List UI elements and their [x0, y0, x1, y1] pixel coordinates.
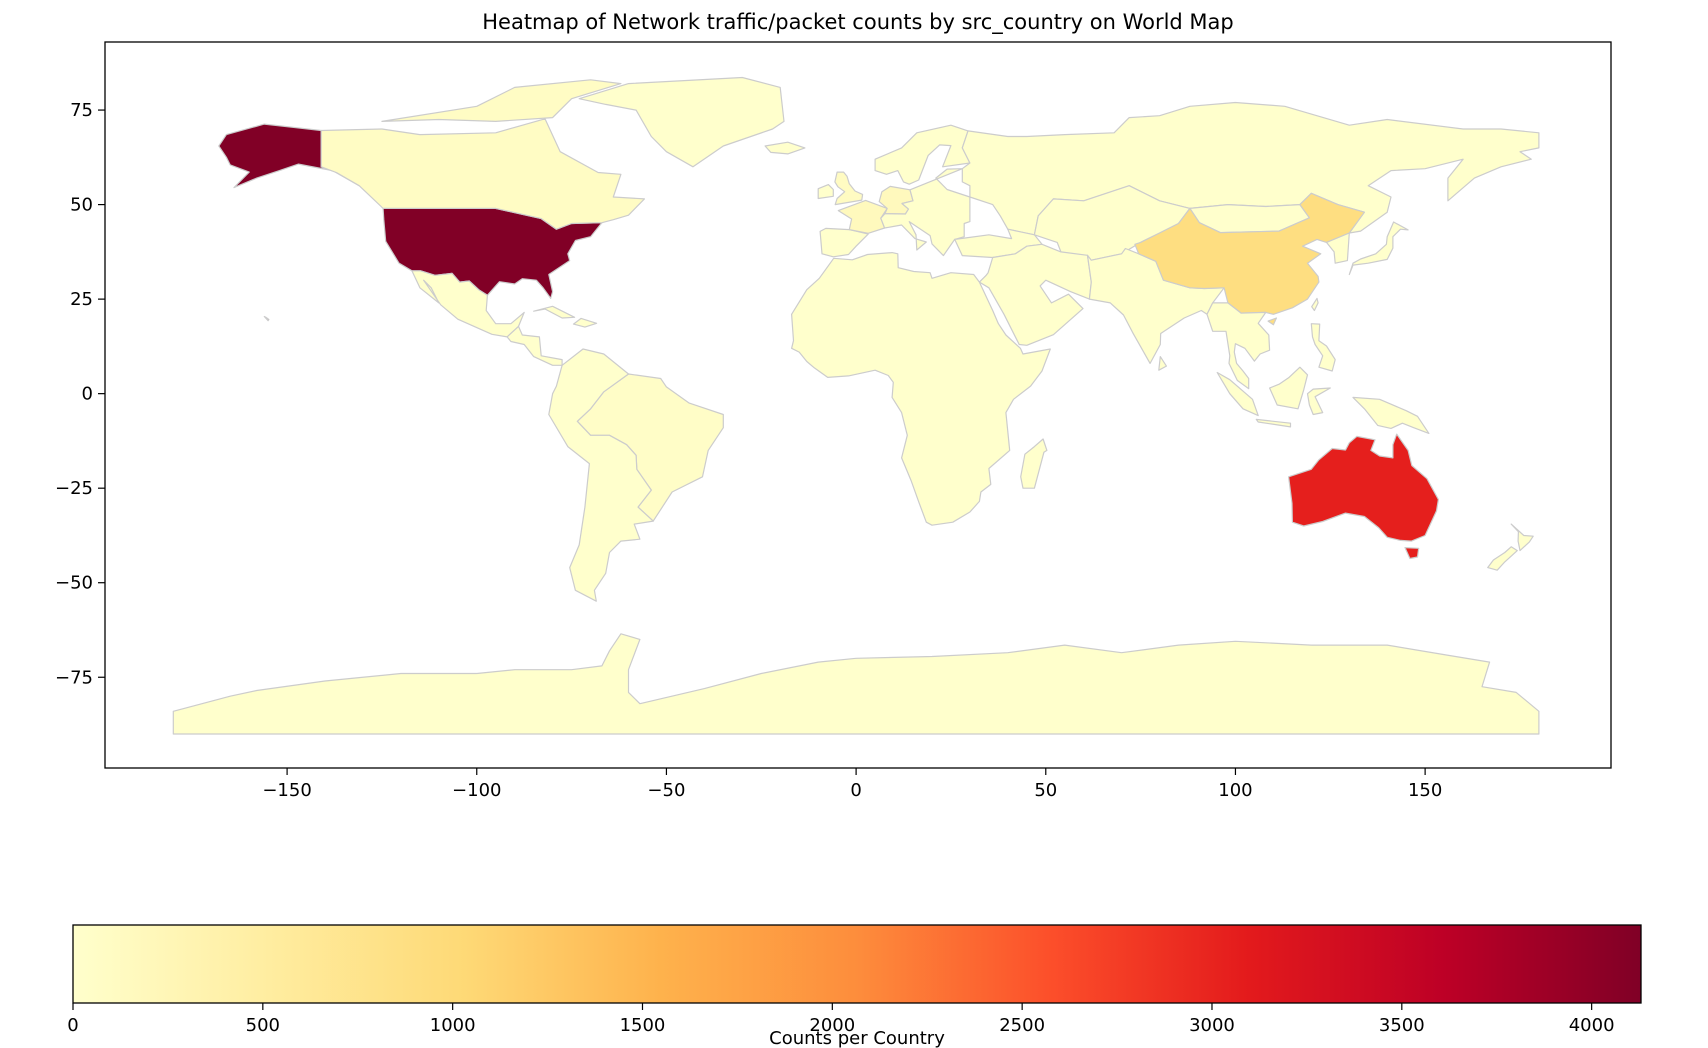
country-shape-tasmania — [1404, 546, 1420, 560]
country-shape-korean-peninsula — [1325, 232, 1350, 264]
country-shape-canadian-arctic-islands — [381, 79, 622, 123]
country-shape-africa — [790, 252, 1051, 526]
chart-title: Heatmap of Network traffic/packet counts… — [482, 10, 1234, 35]
country-shape-sumatra — [1216, 371, 1259, 417]
country-shape-ireland — [817, 184, 834, 200]
colorbar-ticks: 0 500 1000 1500 2000 2500 3000 3500 4000 — [67, 1003, 1615, 1036]
country-shape-new-zealand-south-island — [1487, 546, 1518, 571]
colorbar-tick-label: 4000 — [1569, 1015, 1615, 1036]
country-shape-philippines — [1310, 323, 1336, 372]
country-shape-france — [837, 199, 888, 234]
colorbar-tick-label: 0 — [67, 1015, 78, 1036]
country-shape-cuba — [533, 305, 576, 319]
colorbar-tick-label: 2500 — [999, 1015, 1045, 1036]
colorbar-tick-label: 3500 — [1379, 1015, 1425, 1036]
x-axis: −150 −100 −50 0 50 100 150 — [262, 768, 1442, 801]
colorbar-tick-label: 1500 — [620, 1015, 666, 1036]
y-tick-label: −50 — [55, 573, 93, 594]
y-tick-label: 75 — [70, 100, 93, 121]
x-tick-label: −100 — [452, 780, 501, 801]
country-shape-southeast-asia — [1206, 302, 1271, 390]
country-shape-antarctica — [172, 633, 1540, 735]
country-shape-united-kingdom — [834, 171, 864, 206]
colorbar: 0 500 1000 1500 2000 2500 3000 3500 4000 Counts … — [67, 924, 1642, 1048]
colorbar-gradient — [72, 924, 1642, 1004]
country-shape-hawaii — [263, 315, 270, 322]
country-shape-java — [1255, 418, 1292, 428]
colorbar-tick-label: 500 — [246, 1015, 280, 1036]
y-tick-label: 25 — [70, 289, 93, 310]
x-tick-label: 150 — [1408, 780, 1442, 801]
y-tick-label: 0 — [82, 384, 93, 405]
x-tick-label: −50 — [647, 780, 685, 801]
y-tick-label: 50 — [70, 195, 93, 216]
country-shape-taiwan — [1311, 297, 1319, 312]
country-shape-iceland — [764, 141, 806, 155]
colorbar-tick-label: 3000 — [1189, 1015, 1235, 1036]
country-shape-alaska — [218, 123, 360, 189]
country-shape-new-guinea — [1352, 396, 1430, 434]
country-shape-central-europe — [880, 168, 971, 257]
colorbar-label: Counts per Country — [769, 1028, 945, 1048]
colorbar-tick-label: 1000 — [430, 1015, 476, 1036]
colorbar-tick-label: 2000 — [809, 1015, 855, 1036]
country-shape-sri-lanka — [1158, 356, 1168, 371]
country-shape-borneo — [1268, 366, 1309, 410]
country-shape-hispaniola — [572, 317, 598, 328]
y-tick-label: −25 — [55, 478, 93, 499]
country-shape-new-zealand-north-island — [1510, 523, 1534, 552]
country-shape-andean-south-america — [548, 348, 654, 602]
country-shape-middle-east — [978, 243, 1092, 346]
country-shape-canada — [320, 118, 646, 230]
y-tick-label: −75 — [55, 667, 93, 688]
country-shape-sulawesi — [1306, 387, 1331, 416]
country-layer — [172, 76, 1540, 735]
country-shape-scandinavia — [874, 124, 971, 185]
x-tick-label: 50 — [1034, 780, 1057, 801]
plot-frame — [104, 41, 1612, 769]
country-shape-western-europe — [819, 227, 869, 258]
x-tick-label: −150 — [262, 780, 311, 801]
country-shape-japan — [1348, 221, 1409, 276]
x-tick-label: 100 — [1218, 780, 1252, 801]
map-axes: −150 −100 −50 0 50 100 150 75 50 25 0 −25 −50 −75 — [55, 41, 1612, 801]
country-shape-australia — [1287, 433, 1440, 542]
country-shape-central-america — [506, 325, 563, 366]
x-tick-label: 0 — [850, 780, 861, 801]
country-shape-mexico — [411, 270, 525, 338]
y-axis: 75 50 25 0 −25 −50 −75 — [55, 100, 105, 688]
country-shape-madagascar — [1020, 438, 1048, 489]
country-shape-greenland — [578, 76, 785, 168]
country-shape-hainan — [1267, 317, 1278, 326]
country-shape-china — [1134, 192, 1366, 315]
